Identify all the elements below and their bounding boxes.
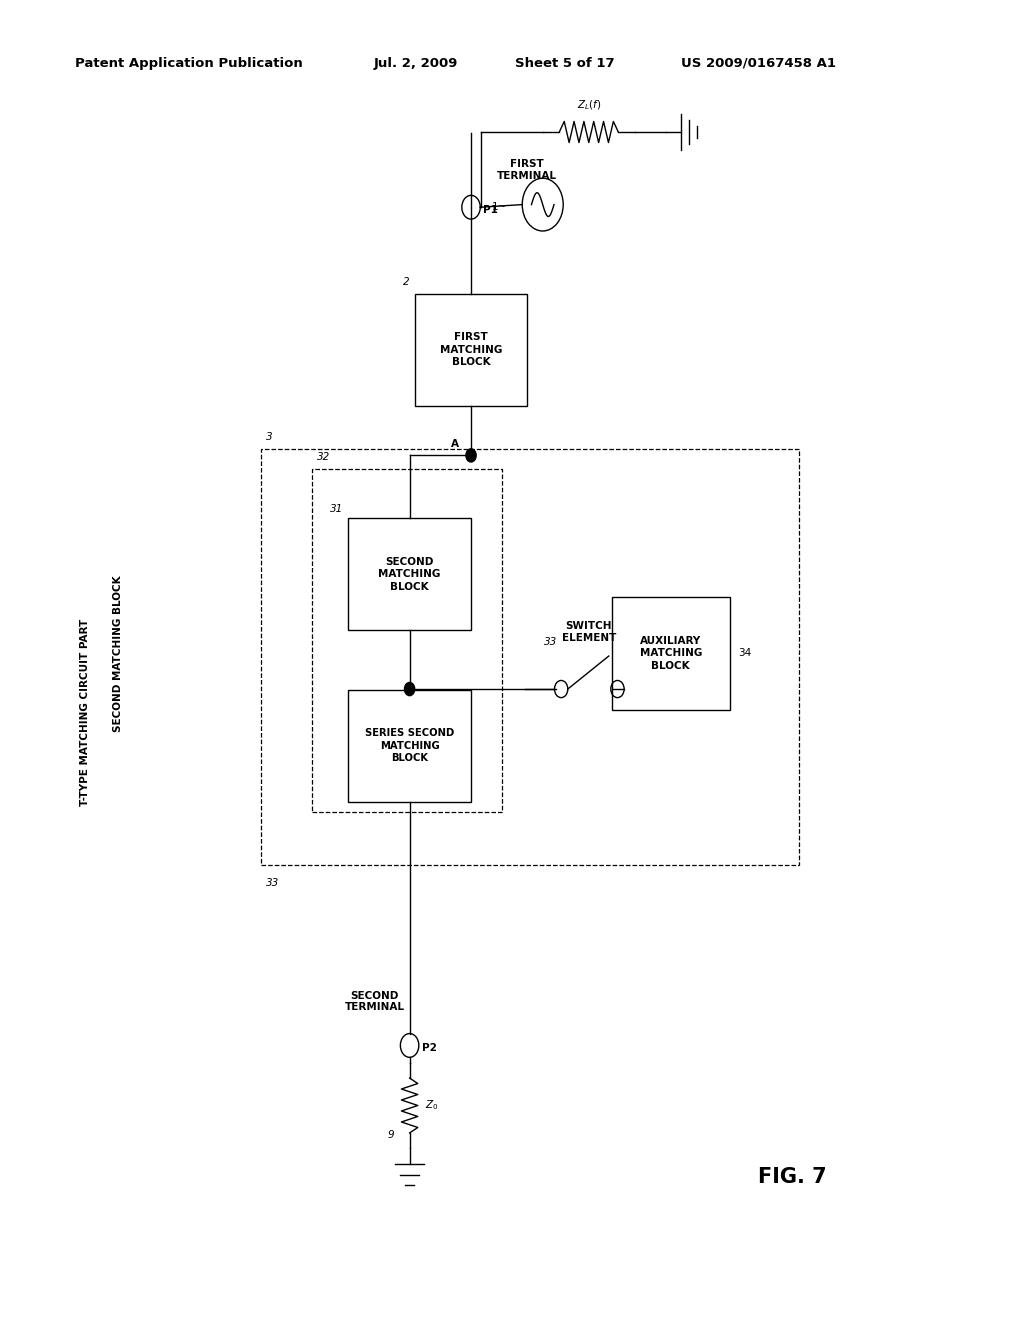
Text: A: A — [451, 438, 459, 449]
Text: P1: P1 — [483, 205, 499, 215]
Bar — [415, 294, 527, 407]
Text: 2: 2 — [403, 277, 410, 288]
Text: SECOND MATCHING BLOCK: SECOND MATCHING BLOCK — [113, 576, 123, 731]
Text: SERIES SECOND
MATCHING
BLOCK: SERIES SECOND MATCHING BLOCK — [365, 729, 455, 763]
Text: $Z_L(f)$: $Z_L(f)$ — [577, 99, 601, 112]
Circle shape — [404, 682, 415, 696]
Text: SECOND
TERMINAL: SECOND TERMINAL — [344, 991, 404, 1012]
Text: SWITCH
ELEMENT: SWITCH ELEMENT — [561, 622, 616, 643]
Bar — [348, 689, 471, 801]
Bar — [348, 519, 471, 631]
Text: 34: 34 — [737, 648, 751, 659]
Text: $Z_0$: $Z_0$ — [425, 1098, 438, 1113]
Text: Jul. 2, 2009: Jul. 2, 2009 — [374, 57, 458, 70]
Text: 9: 9 — [388, 1130, 394, 1140]
Text: T-TYPE MATCHING CIRCUIT PART: T-TYPE MATCHING CIRCUIT PART — [80, 619, 90, 807]
Text: 32: 32 — [317, 451, 331, 462]
Bar — [261, 449, 799, 865]
Text: 1~: 1~ — [492, 202, 507, 213]
Bar — [312, 469, 502, 812]
Text: Sheet 5 of 17: Sheet 5 of 17 — [515, 57, 614, 70]
Text: FIRST
MATCHING
BLOCK: FIRST MATCHING BLOCK — [440, 333, 502, 367]
Bar — [612, 597, 729, 710]
Text: Patent Application Publication: Patent Application Publication — [75, 57, 302, 70]
Text: 3: 3 — [266, 432, 272, 442]
Text: FIRST
TERMINAL: FIRST TERMINAL — [497, 160, 557, 181]
Text: 31: 31 — [330, 504, 343, 515]
Text: AUXILIARY
MATCHING
BLOCK: AUXILIARY MATCHING BLOCK — [640, 636, 701, 671]
Circle shape — [466, 449, 476, 462]
Text: FIG. 7: FIG. 7 — [758, 1167, 826, 1188]
Text: 33: 33 — [266, 878, 280, 888]
Text: 33: 33 — [545, 636, 557, 647]
Text: SECOND
MATCHING
BLOCK: SECOND MATCHING BLOCK — [379, 557, 440, 591]
Text: P2: P2 — [422, 1043, 437, 1053]
Text: US 2009/0167458 A1: US 2009/0167458 A1 — [681, 57, 836, 70]
